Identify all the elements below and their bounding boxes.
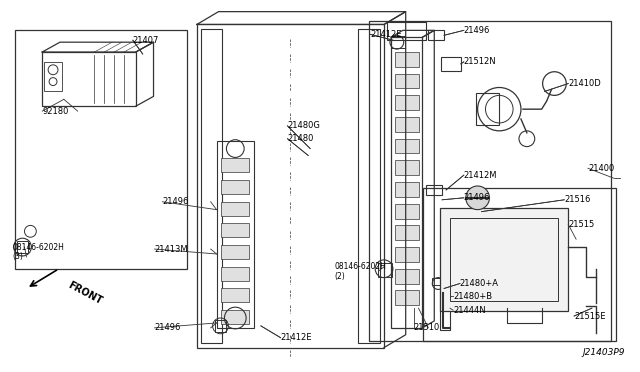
Bar	[395, 204, 419, 218]
Bar	[201, 29, 223, 343]
Bar	[216, 141, 254, 328]
Bar	[395, 95, 419, 110]
Text: 21515: 21515	[568, 220, 595, 229]
Text: 21512N: 21512N	[464, 57, 497, 66]
Text: (3): (3)	[13, 253, 24, 262]
Bar	[395, 74, 419, 89]
Bar	[450, 218, 558, 301]
Bar	[395, 291, 419, 305]
Bar	[197, 25, 384, 347]
Bar	[395, 139, 419, 154]
Bar	[387, 22, 426, 40]
Circle shape	[466, 186, 490, 210]
Text: 08146-6202H: 08146-6202H	[13, 243, 65, 251]
Bar	[369, 20, 611, 341]
Bar	[358, 29, 380, 343]
Text: 08146-6202H: 08146-6202H	[335, 262, 387, 271]
Bar	[440, 291, 450, 330]
Text: 92180: 92180	[42, 107, 68, 116]
Text: 21410D: 21410D	[568, 79, 601, 88]
Bar	[42, 52, 136, 106]
Text: FRONT: FRONT	[66, 280, 104, 307]
Text: 21412E: 21412E	[370, 30, 402, 39]
Bar	[391, 36, 404, 48]
Bar	[214, 320, 227, 332]
Text: 21480G: 21480G	[287, 121, 321, 131]
Text: 21510: 21510	[413, 323, 440, 332]
Bar	[221, 180, 249, 194]
Bar	[424, 188, 616, 341]
Text: 21496: 21496	[154, 323, 181, 332]
Text: 21515E: 21515E	[574, 311, 605, 321]
Bar	[17, 241, 28, 253]
Bar	[391, 37, 422, 328]
Text: 21516: 21516	[564, 195, 591, 204]
Bar	[395, 182, 419, 197]
Text: 21444N: 21444N	[453, 306, 486, 315]
Text: 21480+A: 21480+A	[460, 279, 499, 288]
Text: 21480+B: 21480+B	[453, 292, 492, 301]
Bar	[426, 185, 442, 195]
Bar	[395, 117, 419, 132]
Bar	[221, 158, 249, 172]
Text: 21412E: 21412E	[280, 333, 312, 342]
Bar	[395, 52, 419, 67]
Text: 21496: 21496	[464, 26, 490, 35]
Bar	[432, 278, 444, 285]
Bar	[221, 224, 249, 237]
Text: 21400: 21400	[588, 164, 614, 173]
Bar	[44, 62, 62, 92]
Bar	[476, 93, 499, 125]
Bar	[221, 202, 249, 215]
Text: 21413M: 21413M	[154, 244, 188, 254]
Text: (2): (2)	[335, 272, 346, 281]
Bar	[221, 245, 249, 259]
Bar	[221, 310, 249, 324]
Bar	[395, 160, 419, 175]
Bar	[395, 269, 419, 283]
Bar	[440, 208, 568, 311]
Text: 21480: 21480	[287, 134, 314, 143]
Text: 21496: 21496	[163, 197, 189, 206]
Bar	[395, 225, 419, 240]
Bar	[378, 263, 392, 277]
Text: J21403P9: J21403P9	[583, 349, 625, 357]
Bar	[428, 31, 444, 40]
Text: 21412M: 21412M	[464, 171, 497, 180]
Bar	[395, 247, 419, 262]
Text: 21407: 21407	[133, 36, 159, 45]
Bar	[221, 288, 249, 302]
Bar	[15, 31, 187, 269]
Text: 21496: 21496	[464, 193, 490, 202]
Bar	[441, 57, 461, 71]
Bar	[221, 267, 249, 280]
